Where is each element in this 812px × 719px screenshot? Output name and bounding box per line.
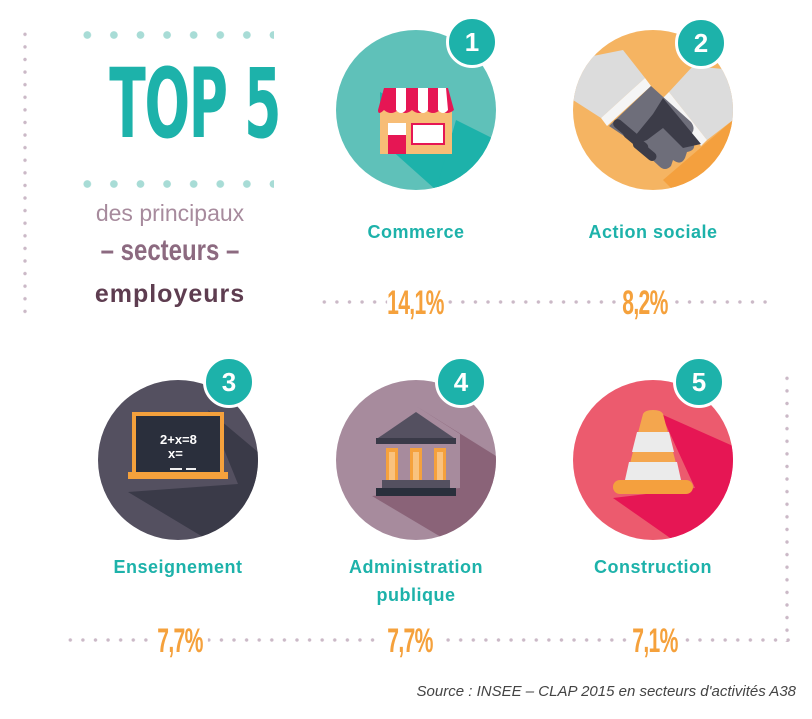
- subtitle-line-1: des principaux: [95, 200, 245, 226]
- handshake-icon: [573, 50, 733, 190]
- sector-circle: [336, 30, 496, 190]
- sector-label: Enseignement: [113, 557, 243, 577]
- sector-label: Construction: [594, 557, 712, 577]
- title-dots-bottom: [74, 179, 274, 189]
- board-text-1: 2+x=8: [160, 432, 197, 447]
- sector-label-line-1: Administration: [348, 557, 483, 577]
- source-caption: Source : INSEE – CLAP 2015 en secteurs d…: [416, 683, 796, 700]
- chalkboard-icon: 2+x=8 x=: [128, 410, 258, 540]
- top-row-dotted-line: [318, 299, 770, 305]
- rank-badge: 2: [675, 17, 727, 69]
- rank-badge: 1: [446, 16, 498, 68]
- page-title: TOP 5: [109, 48, 281, 160]
- rank-badge: 3: [203, 356, 255, 408]
- subtitle-line-3: employeurs: [94, 280, 246, 308]
- sector-percentage: 7,1%: [627, 621, 683, 661]
- sector-circle: [573, 30, 733, 190]
- right-dotted-border: [785, 372, 789, 642]
- sector-percentage: 7,7%: [152, 621, 208, 661]
- sector-percentage: 7,7%: [382, 621, 438, 661]
- sector-label: Action sociale: [588, 222, 718, 242]
- board-text-2: x=: [168, 446, 183, 461]
- sector-label: Commerce: [367, 222, 465, 242]
- courthouse-icon: [372, 406, 496, 540]
- traffic-cone-icon: [613, 410, 733, 540]
- title-dots-top: [74, 30, 274, 40]
- subtitle-line-2: – secteurs –: [100, 234, 240, 267]
- sector-circle: [336, 380, 496, 540]
- left-dotted-border: [23, 28, 27, 320]
- sector-percentage: 14,1%: [387, 283, 444, 323]
- rank-badge: 5: [673, 356, 725, 408]
- rank-badge: 4: [435, 356, 487, 408]
- sector-percentage: 8,2%: [617, 283, 673, 323]
- sector-label: Administration publique: [316, 553, 516, 609]
- shop-icon: [378, 88, 496, 190]
- sector-label-line-2: publique: [376, 585, 456, 605]
